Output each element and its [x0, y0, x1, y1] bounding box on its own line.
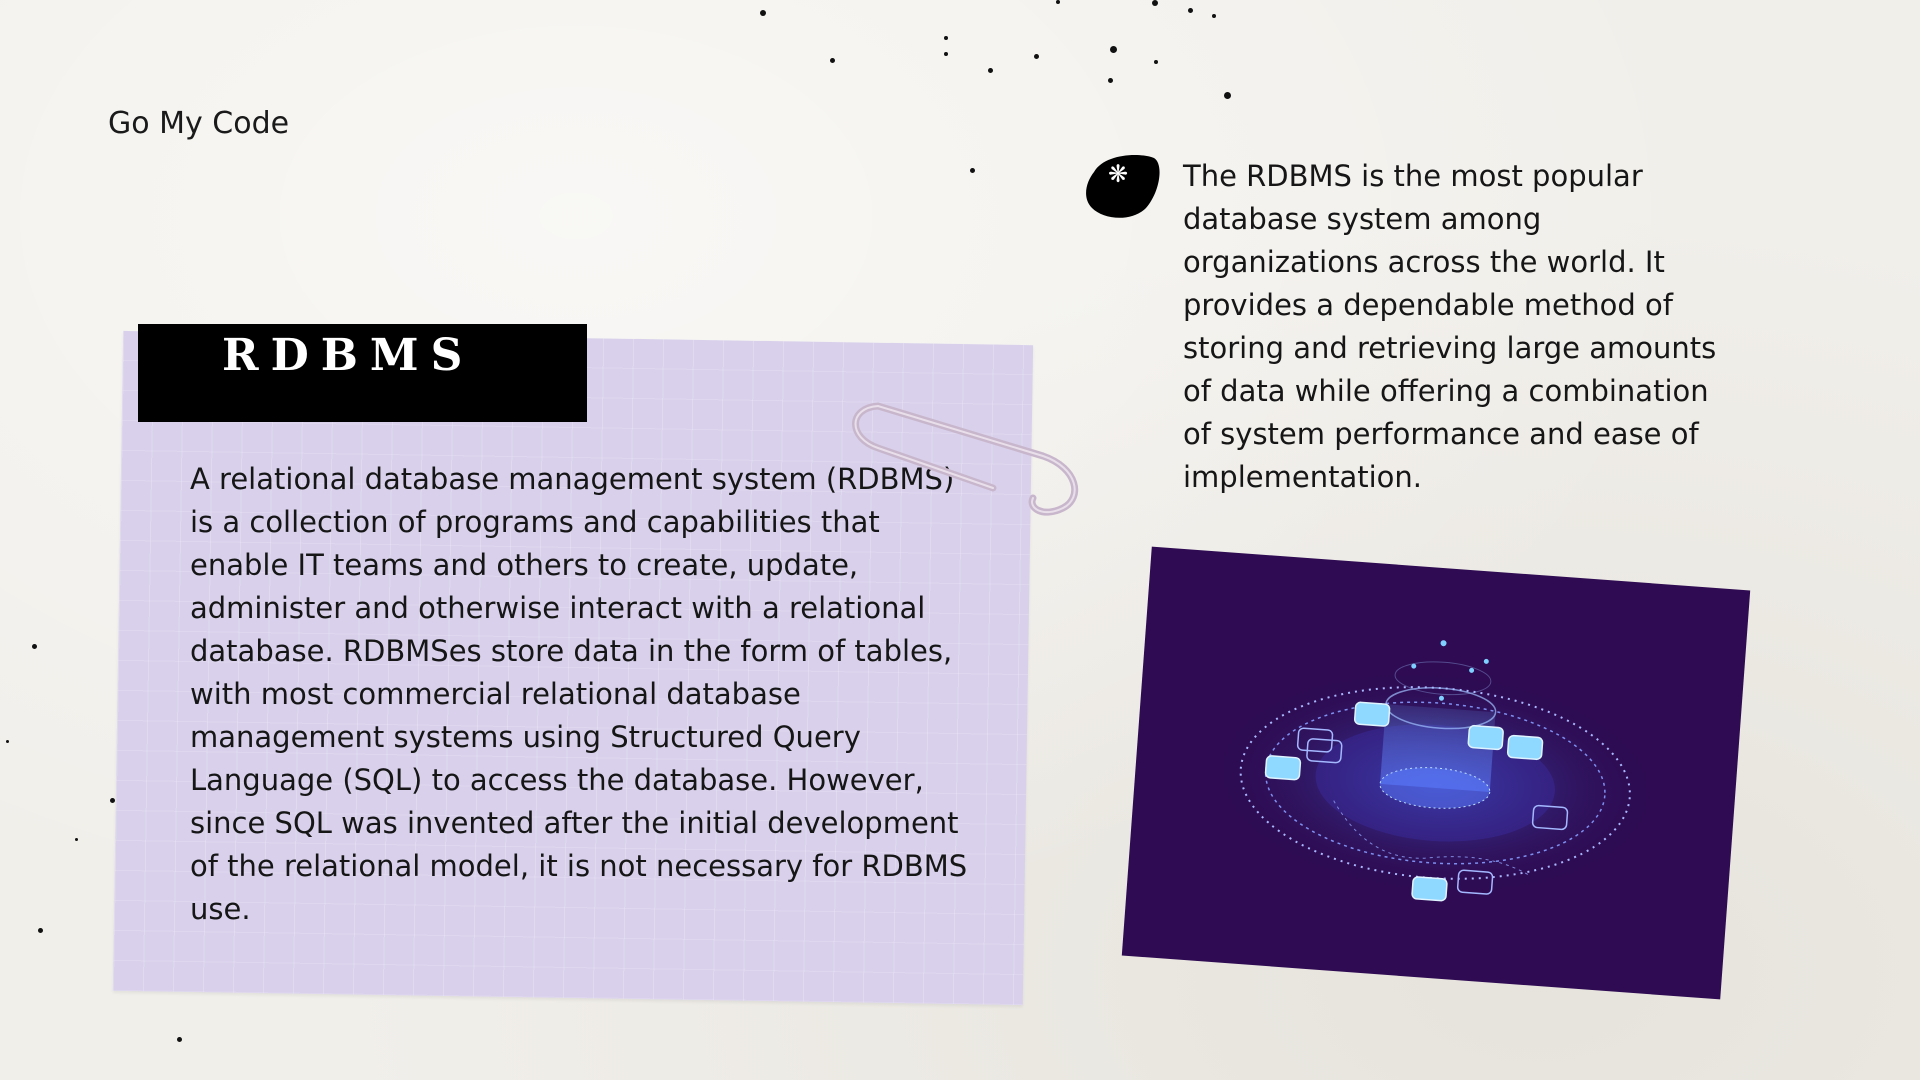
database-illustration: [1121, 546, 1751, 1000]
asterisk-icon: ❋: [1108, 160, 1129, 188]
card-title: RDBMS: [222, 330, 475, 381]
side-paragraph: The RDBMS is the most popular database s…: [1183, 159, 1717, 494]
bullet-blob-icon: [1086, 154, 1160, 218]
title-bar: RDBMS: [138, 324, 587, 422]
card-body-text: A relational database management system …: [190, 462, 968, 926]
paperclip-icon: [852, 402, 1079, 516]
brand-name: Go My Code: [108, 106, 290, 141]
isometric-database-graphic: [1205, 640, 1665, 902]
